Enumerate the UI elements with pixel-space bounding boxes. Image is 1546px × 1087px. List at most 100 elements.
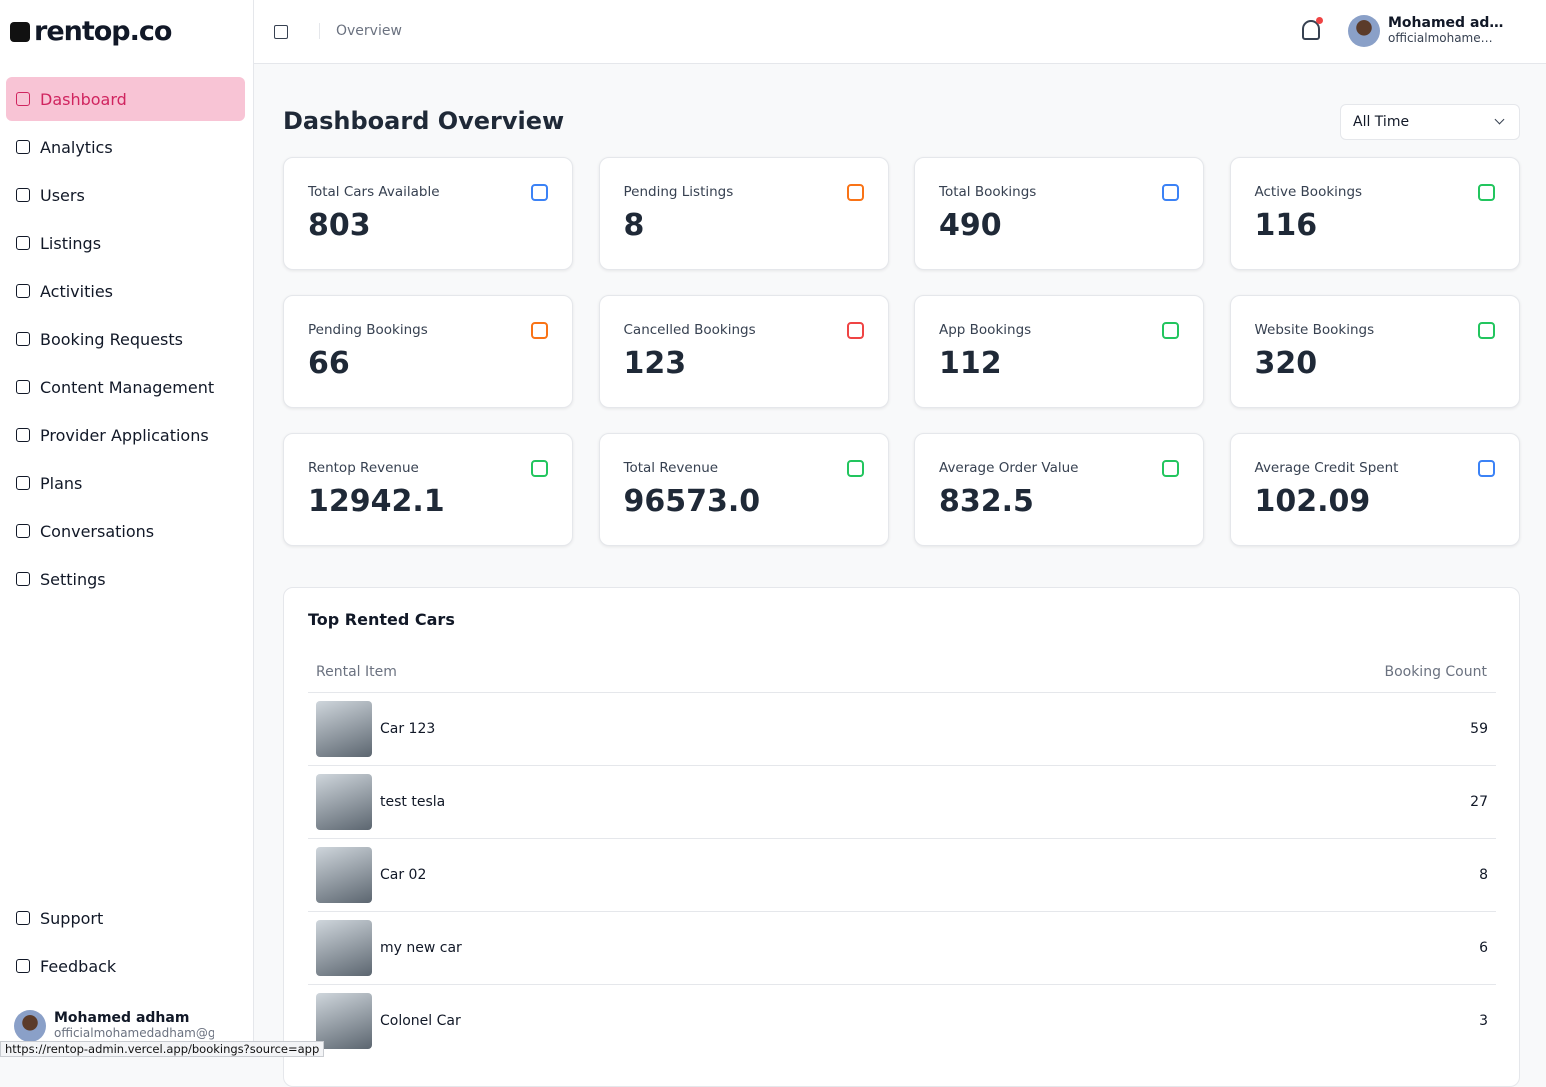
nav-item[interactable]: Dashboard (6, 77, 245, 121)
nav-item[interactable]: Booking Requests (6, 317, 245, 361)
chevron (1494, 114, 1505, 125)
stat-label: Cancelled Bookings (623, 322, 756, 338)
table-row[interactable]: Car 123 59 (308, 692, 1496, 765)
stat-label: Active Bookings (1254, 184, 1363, 200)
nav-icon (16, 284, 30, 298)
stat-label: Rentop Revenue (308, 460, 419, 476)
stat-card: Pending Bookings 66 (283, 295, 573, 408)
breadcrumb[interactable]: Overview (319, 23, 402, 39)
nav-item[interactable]: Listings (6, 221, 245, 265)
nav-icon (16, 332, 30, 346)
nav-icon (16, 188, 30, 202)
stat-value: 123 (623, 346, 687, 381)
stat-icon (531, 322, 548, 339)
logo-mark (10, 21, 30, 42)
nav-label: Analytics (40, 137, 113, 157)
logo[interactable]: rentop.co (10, 16, 172, 47)
nav-icon (16, 92, 30, 106)
nav-item[interactable]: Analytics (6, 125, 245, 169)
stat-label: Total Bookings (939, 184, 1037, 200)
stat-card: Total Cars Available 803 (283, 157, 573, 270)
nav-label: Conversations (40, 521, 155, 541)
sidebar-toggle[interactable] (274, 25, 288, 39)
user-email: officialmohame… (1388, 31, 1493, 45)
car-thumbnail (316, 701, 372, 757)
nav-item[interactable]: Plans (6, 461, 245, 505)
table-row[interactable]: test tesla 27 (308, 765, 1496, 838)
nav-label: Plans (40, 473, 83, 493)
nav-label: Support (40, 908, 104, 928)
stat-value: 116 (1254, 208, 1318, 243)
page-title: Dashboard Overview (283, 107, 565, 135)
stat-label: Website Bookings (1254, 322, 1375, 338)
column-header: Booking Count (1384, 664, 1487, 680)
booking-count: 27 (1470, 794, 1488, 810)
stat-card: Average Credit Spent 102.09 (1229, 433, 1520, 546)
nav-icon (16, 524, 30, 538)
notifications[interactable] (1302, 17, 1323, 40)
nav-icon (16, 140, 30, 154)
stat-card: Total Bookings 490 (914, 157, 1204, 270)
table-row[interactable]: Car 02 8 (308, 838, 1496, 911)
stat-icon (1477, 460, 1495, 477)
nav-icon (16, 476, 30, 490)
sidebar: rentop.co Mohamed adham officialmohamedad… (0, 0, 254, 1057)
rental-item: my new car (380, 940, 462, 956)
nav-item[interactable]: Content Management (6, 365, 245, 409)
filter-value: All Time (1353, 114, 1410, 130)
avatar (1348, 15, 1380, 47)
table-row[interactable]: Colonel Car 3 (308, 984, 1496, 1057)
rental-item: Car 02 (380, 867, 427, 883)
stat-value: 66 (308, 346, 350, 381)
avatar (14, 1010, 46, 1042)
nav-item[interactable]: Feedback (6, 944, 245, 988)
nav-item[interactable]: Users (6, 173, 245, 217)
header: Overview Mohamed ad… officialmohame… (254, 0, 1546, 64)
nav-label: Feedback (40, 956, 117, 976)
stat-label: Average Credit Spent (1254, 460, 1399, 476)
stat-icon (531, 460, 548, 477)
nav-label: Provider Applications (40, 425, 209, 445)
nav-item[interactable]: Provider Applications (6, 413, 245, 457)
stat-card: App Bookings 112 (914, 295, 1204, 408)
column-header: Rental Item (316, 664, 397, 680)
sidebar-user[interactable]: Mohamed adham officialmohamedadham@g (14, 1010, 244, 1042)
rental-item: test tesla (380, 794, 446, 810)
nav-item[interactable]: Activities (6, 269, 245, 313)
rental-item: Colonel Car (380, 1013, 461, 1029)
stat-value: 112 (939, 346, 1002, 381)
nav-label: Activities (40, 281, 113, 301)
nav-icon (16, 236, 30, 250)
stat-value: 490 (939, 208, 1002, 243)
header-user[interactable]: Mohamed ad… officialmohame… (1348, 15, 1503, 47)
car-thumbnail (316, 847, 372, 903)
stat-value: 832.5 (939, 484, 1034, 519)
stat-card: Average Order Value 832.5 (914, 433, 1204, 546)
nav-icon (16, 380, 30, 394)
nav-label: Users (40, 185, 85, 205)
stat-value: 8 (623, 208, 645, 243)
stat-label: Pending Listings (623, 184, 734, 200)
top-rented-cars: Top Rented Cars Rental Item Booking Coun… (283, 587, 1520, 1087)
logo-text: rentop.co (34, 16, 172, 47)
nav-item[interactable]: Conversations (6, 509, 245, 553)
nav-item[interactable]: Settings (6, 557, 245, 601)
car-thumbnail (316, 993, 372, 1049)
stat-icon (846, 184, 864, 201)
booking-count: 8 (1479, 867, 1488, 883)
car-thumbnail (316, 774, 372, 830)
stat-label: Total Revenue (623, 460, 719, 476)
user-name: Mohamed ad… (1388, 15, 1504, 31)
stat-icon (846, 460, 864, 477)
stat-icon (846, 322, 864, 339)
table-row[interactable]: my new car 6 (308, 911, 1496, 984)
nav-icon (16, 911, 30, 925)
nav-label: Settings (40, 569, 106, 589)
nav-item[interactable]: Support (6, 896, 245, 940)
stat-card: Rentop Revenue 12942.1 (283, 433, 573, 546)
stat-label: Pending Bookings (308, 322, 428, 338)
time-filter[interactable]: All Time (1340, 104, 1520, 140)
stat-icon (1162, 184, 1179, 201)
rental-item: Car 123 (380, 721, 436, 737)
